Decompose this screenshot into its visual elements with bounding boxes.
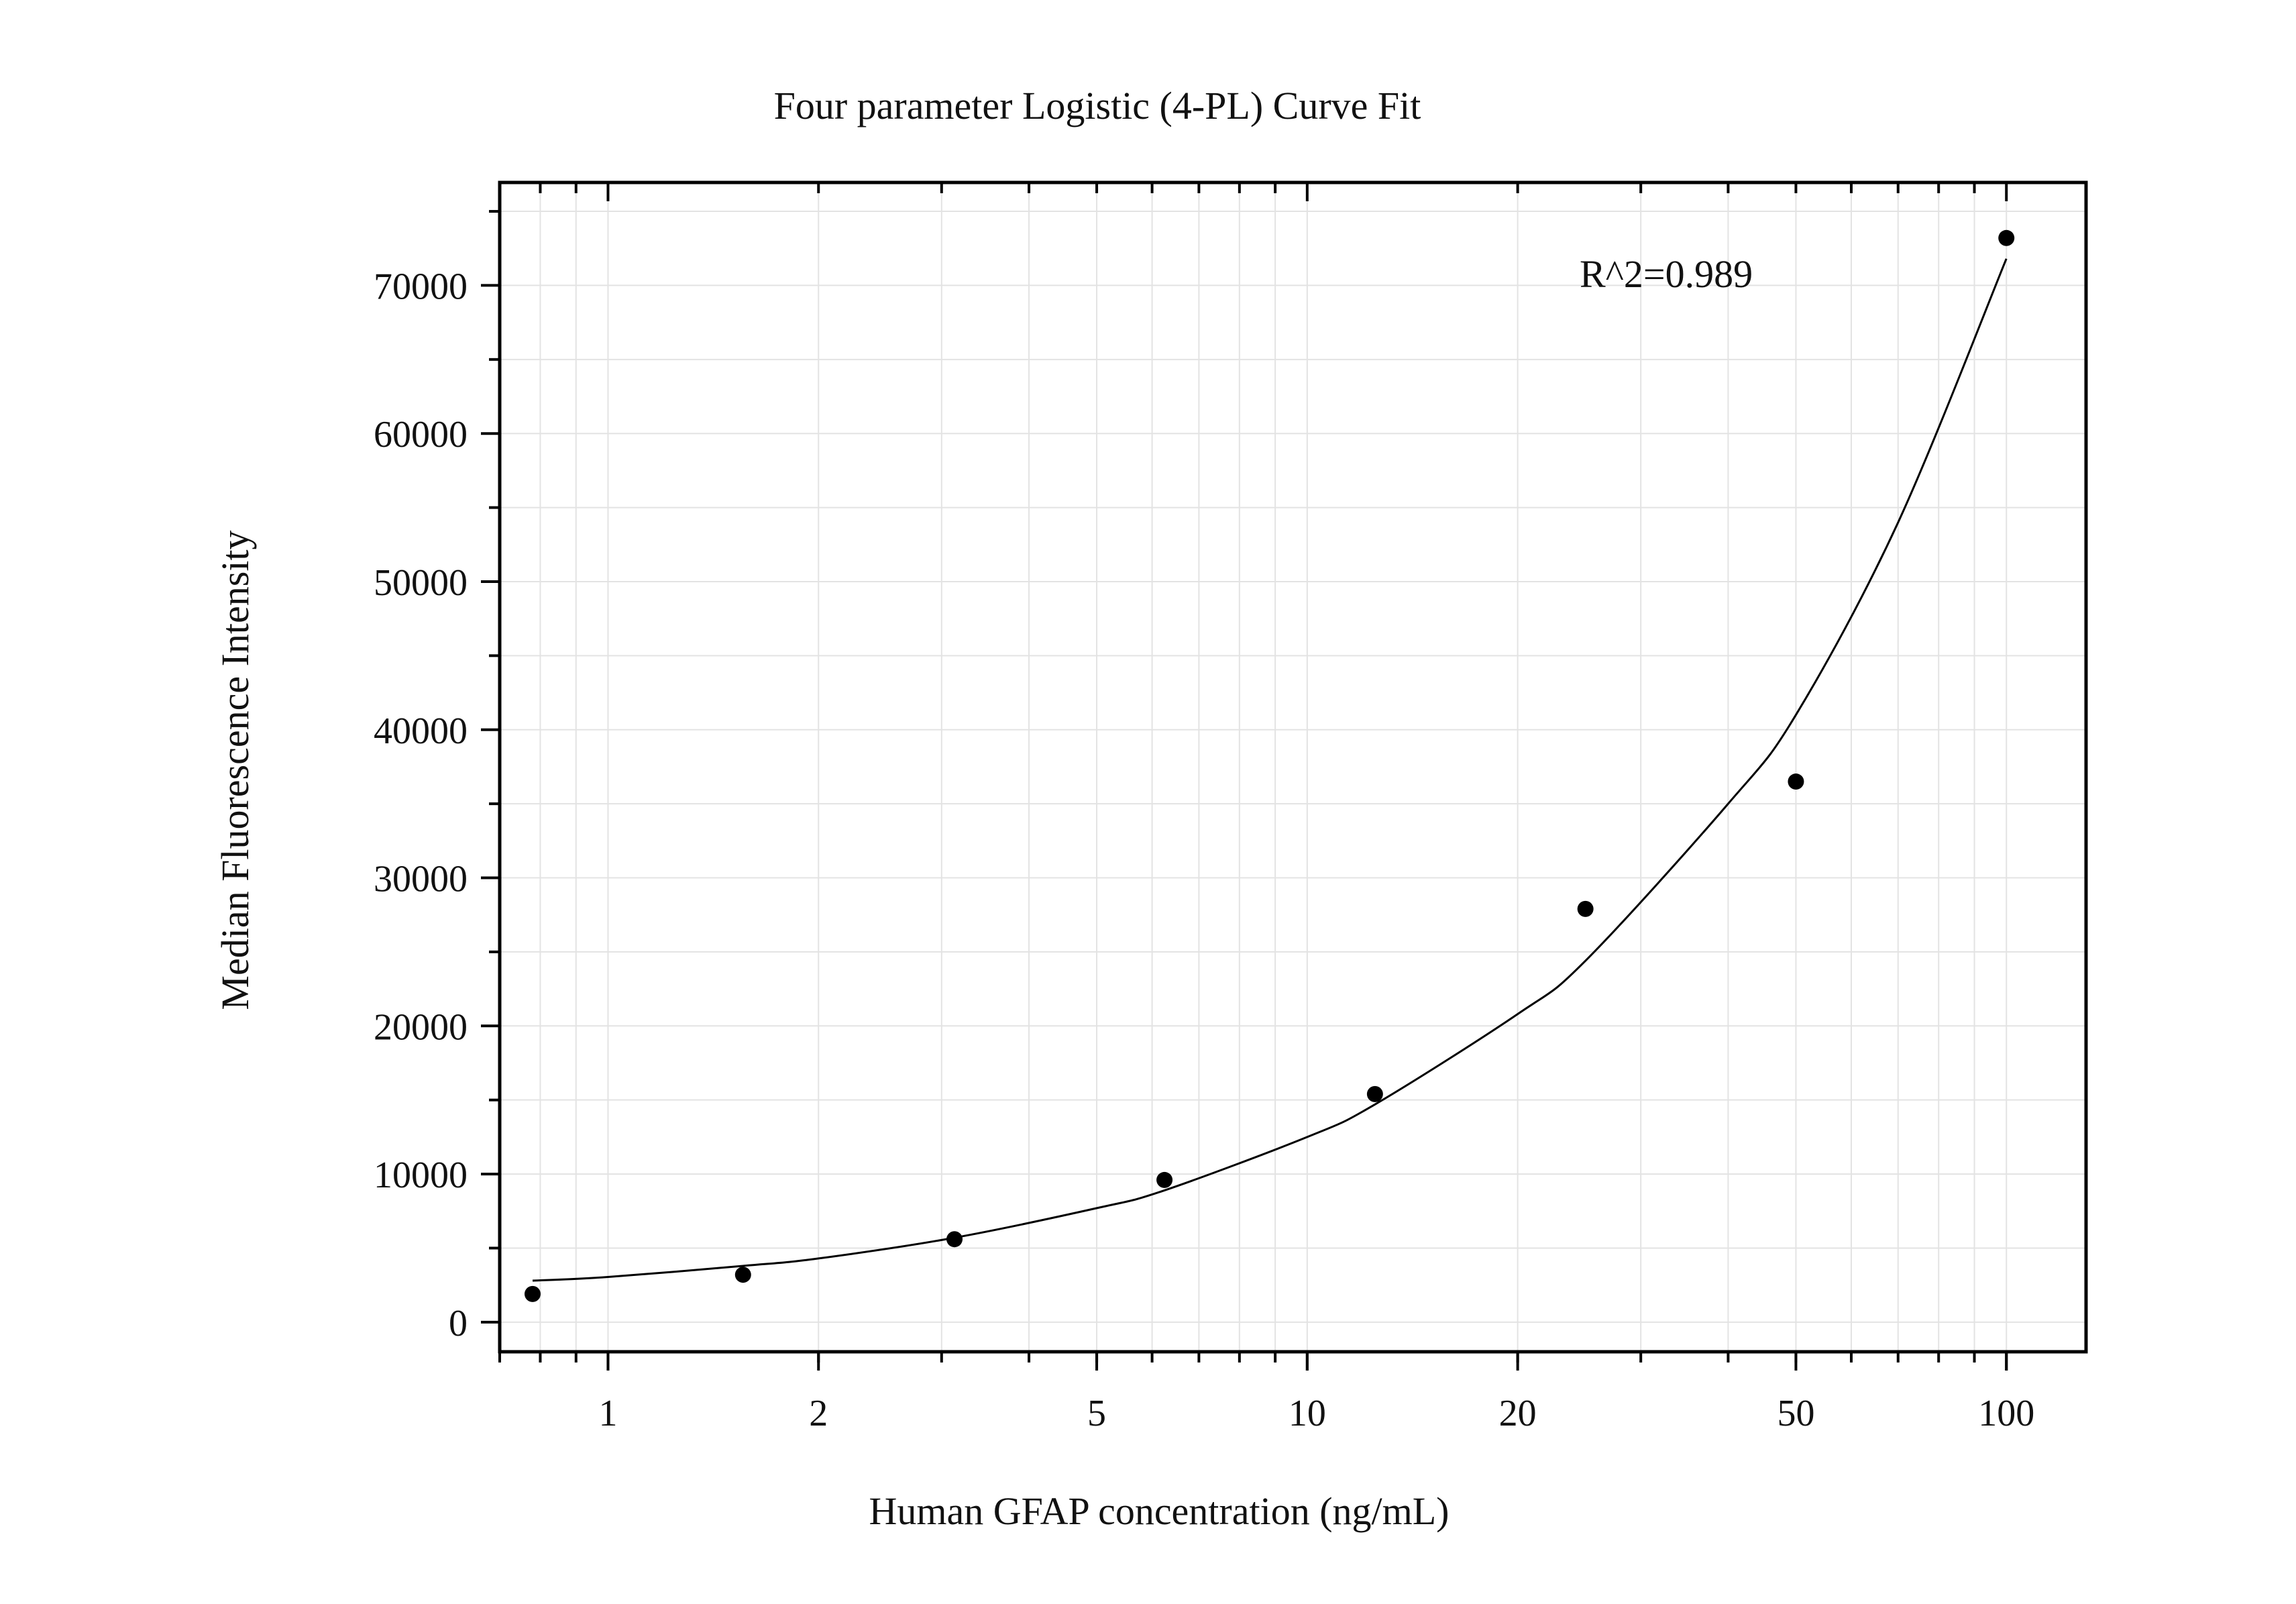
y-tick-label: 60000 bbox=[374, 414, 468, 456]
data-points bbox=[524, 229, 2015, 1302]
y-tick-labels: 0 10000 20000 30000 40000 50000 60000 70000 bbox=[374, 266, 468, 1344]
y-axis-title: Median Fluorescence Intensity bbox=[213, 530, 257, 1010]
y-tick-label: 50000 bbox=[374, 562, 468, 604]
fit-curve bbox=[532, 258, 2008, 1282]
axis-ticks bbox=[481, 182, 2008, 1371]
y-tick-label: 10000 bbox=[374, 1155, 468, 1196]
y-tick-label: 0 bbox=[449, 1303, 468, 1344]
y-tick-label: 40000 bbox=[374, 710, 468, 752]
x-tick-label: 5 bbox=[1087, 1393, 1106, 1434]
x-tick-label: 20 bbox=[1499, 1393, 1537, 1434]
data-point bbox=[1788, 773, 1804, 790]
x-tick-label: 50 bbox=[1777, 1393, 1814, 1434]
chart-title: Four parameter Logistic (4-PL) Curve Fit bbox=[774, 84, 1421, 127]
grid bbox=[499, 182, 2086, 1352]
y-tick-label: 70000 bbox=[374, 266, 468, 307]
y-tick-label: 20000 bbox=[374, 1006, 468, 1048]
x-tick-labels: 1 2 5 10 20 50 100 bbox=[598, 1393, 2034, 1434]
x-tick-label: 100 bbox=[1978, 1393, 2034, 1434]
data-point bbox=[524, 1285, 541, 1302]
data-point bbox=[734, 1267, 751, 1283]
x-tick-label: 10 bbox=[1289, 1393, 1326, 1434]
x-tick-label: 1 bbox=[598, 1393, 617, 1434]
y-tick-label: 30000 bbox=[374, 859, 468, 900]
x-tick-label: 2 bbox=[809, 1393, 828, 1434]
data-point bbox=[1577, 900, 1594, 917]
x-axis-title: Human GFAP concentration (ng/mL) bbox=[869, 1489, 1450, 1533]
data-point bbox=[1998, 229, 2015, 246]
plot-frame bbox=[498, 180, 2088, 1354]
fit-curve-layer bbox=[532, 258, 2008, 1282]
data-point bbox=[1366, 1085, 1383, 1102]
data-point bbox=[946, 1231, 963, 1248]
r-squared-annotation: R^2=0.989 bbox=[1580, 252, 1753, 296]
data-point bbox=[1156, 1171, 1173, 1188]
